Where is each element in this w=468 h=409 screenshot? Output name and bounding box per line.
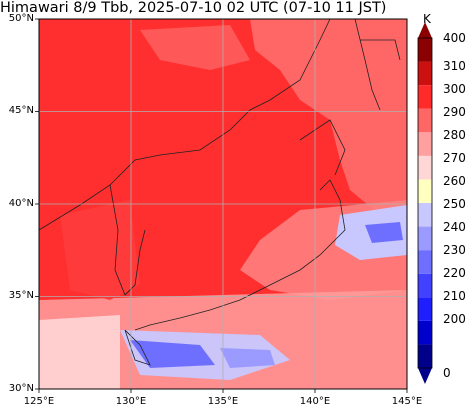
colorbar-tick-310: 310 — [443, 59, 466, 73]
tbb-patch-northeast — [250, 19, 407, 215]
colorbar-extend-max — [418, 22, 432, 38]
lat-tick-40: 40°N — [8, 198, 34, 209]
coastline-korea-china — [39, 19, 331, 231]
lat-tick-30: 30°N — [8, 383, 34, 394]
colorbar-segment — [418, 297, 432, 321]
colorbar-tick-260: 260 — [443, 174, 466, 188]
colorbar-segment — [418, 108, 432, 133]
colorbar-segment — [418, 155, 432, 180]
colorbar-tick-210: 210 — [443, 289, 466, 303]
colorbar-segment — [418, 179, 432, 203]
colorbar-extend-min — [418, 368, 432, 384]
colorbar — [417, 22, 433, 384]
coastline-korea — [109, 184, 146, 296]
lat-tick-35: 35°N — [8, 290, 34, 301]
colorbar-segment — [418, 61, 432, 86]
colorbar-segment — [418, 250, 432, 274]
colorbar-tick-290: 290 — [443, 105, 466, 119]
chart-title: Himawari 8/9 Tbb, 2025-07-10 02 UTC (07-… — [0, 0, 387, 16]
colorbar-tick-270: 270 — [443, 151, 466, 165]
lat-tick-45: 45°N — [8, 105, 34, 116]
colorbar-segment — [418, 273, 432, 298]
colorbar-segment — [418, 226, 432, 251]
tbb-patch-white — [39, 315, 120, 389]
tbb-patch-cold-south3 — [220, 348, 275, 368]
colorbar-segment — [418, 38, 432, 62]
colorbar-segment — [418, 85, 432, 109]
colorbar-tick-200: 200 — [443, 312, 466, 326]
lon-tick-145: 145°E — [391, 396, 423, 407]
colorbar-tick-240: 240 — [443, 220, 466, 234]
lon-tick-125: 125°E — [23, 396, 55, 407]
colorbar-segment — [418, 344, 432, 368]
colorbar-unit: K — [423, 12, 431, 26]
colorbar-tick-220: 220 — [443, 266, 466, 280]
lon-tick-135: 135°E — [207, 396, 239, 407]
colorbar-tick-230: 230 — [443, 243, 466, 257]
coastline-kyushu — [124, 329, 151, 366]
coastline-sakhalin — [354, 19, 401, 111]
tbb-patch-north — [140, 25, 250, 70]
tbb-patch-cold-south2 — [130, 340, 215, 368]
colorbar-tick-280: 280 — [443, 128, 466, 142]
lat-tick-50: 50°N — [8, 13, 34, 24]
colorbar-tick-300: 300 — [443, 82, 466, 96]
tbb-patch-cold-east2 — [365, 222, 403, 243]
tbb-patch-lowland — [60, 200, 140, 300]
colorbar-frame — [417, 37, 433, 369]
gridlines — [39, 19, 407, 389]
lon-tick-130: 130°E — [115, 396, 147, 407]
lon-tick-140: 140°E — [299, 396, 331, 407]
colorbar-segment — [418, 132, 432, 156]
colorbar-segment — [418, 320, 432, 345]
colorbar-tick-400: 400 — [443, 31, 466, 45]
colorbar-tick-250: 250 — [443, 197, 466, 211]
colorbar-segment — [418, 203, 432, 227]
colorbar-tick-0: 0 — [443, 366, 451, 380]
